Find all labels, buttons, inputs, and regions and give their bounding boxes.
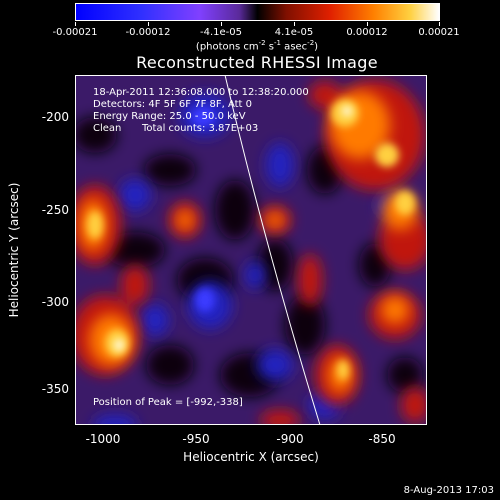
colorbar-label: 0.00021 (418, 27, 460, 38)
colorbar-tick (439, 22, 440, 26)
colorbar-units: (photons cm-2 s-1 asec-2) (195, 39, 319, 53)
info-counts: Total counts: 3.87E+03 (142, 123, 259, 134)
colorbar-label: -0.00021 (52, 27, 98, 38)
info-energy: Energy Range: 25.0 - 50.0 keV (93, 111, 246, 122)
date-stamp: 8-Aug-2013 17:03 (403, 485, 494, 496)
colorbar-tick (294, 22, 295, 26)
image-title: Reconstructed RHESSI Image (136, 53, 378, 72)
colorbar-tick (148, 22, 149, 26)
colorbar-tick (75, 22, 76, 26)
colorbar-tick (221, 22, 222, 26)
info-detectors: Detectors: 4F 5F 6F 7F 8F, Att 0 (93, 99, 253, 110)
colorbar-label: 0.00012 (346, 27, 388, 38)
peak-position: Position of Peak = [-992,-338] (93, 397, 243, 408)
x-tick-label: -900 (276, 432, 304, 446)
info-time: 18-Apr-2011 12:36:08.000 to 12:38:20.000 (93, 87, 309, 98)
colorbar-tick (367, 22, 368, 26)
y-tick-label: -200 (41, 110, 69, 124)
colorbar-label: -4.1e-05 (200, 27, 242, 38)
colorbar (75, 3, 440, 21)
x-tick-label: -850 (368, 432, 396, 446)
y-tick-label: -350 (41, 382, 69, 396)
colorbar-label: 4.1e-05 (274, 27, 314, 38)
rhessi-image: 18-Apr-2011 12:36:08.000 to 12:38:20.000… (75, 75, 427, 425)
y-tick-label: -300 (41, 295, 69, 309)
x-axis-label: Heliocentric X (arcsec) (183, 450, 319, 464)
y-axis-label: Heliocentric Y (arcsec) (7, 182, 21, 318)
x-tick-label: -1000 (85, 432, 121, 446)
y-tick-label: -250 (41, 203, 69, 217)
heatmap (75, 75, 427, 425)
colorbar-label: -0.00012 (125, 27, 171, 38)
info-clean: Clean (93, 123, 122, 134)
x-tick-label: -950 (182, 432, 210, 446)
solar-limb (224, 75, 321, 425)
